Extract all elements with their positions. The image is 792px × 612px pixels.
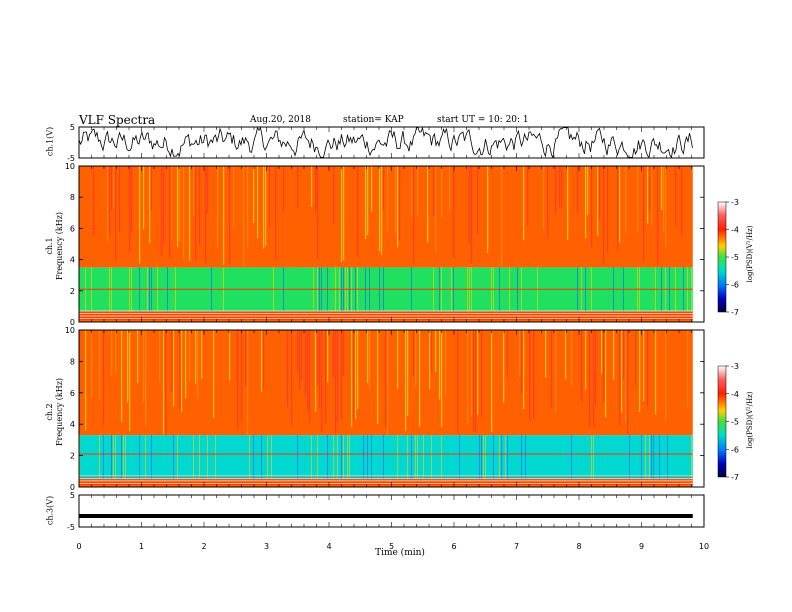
colorbar-1 [717, 201, 727, 313]
y-tick-label: 6 [70, 224, 75, 233]
colorbar-tick-label: -4 [731, 226, 739, 235]
x-tick-label: 2 [201, 542, 206, 551]
x-axis-label: Time (min) [375, 548, 425, 558]
start-time-label: start UT = 10: 20: 1 [437, 115, 529, 125]
colorbar-tick-label: -4 [731, 390, 739, 399]
panel-3: -3 -4 -5 -6 -7 0 2 4 6 8 10 [65, 326, 739, 492]
y-tick-label: 6 [70, 389, 75, 398]
y-tick-label: 0 [70, 318, 75, 327]
spectrogram-streaks [79, 330, 692, 480]
y-tick-label: 2 [70, 287, 75, 296]
y-tick-label: 4 [70, 420, 75, 429]
spectrogram-band [79, 435, 693, 480]
colorbar-tick-label: -5 [731, 253, 739, 262]
figure-title: VLF Spectra [79, 113, 156, 127]
x-tick-label: 0 [76, 542, 81, 551]
x-tick-label: 4 [326, 542, 331, 551]
y-tick-label: 2 [70, 452, 75, 461]
colorbar-tick-label: -5 [731, 418, 739, 427]
ch1-waveform [78, 126, 693, 159]
colorbar-tick-label: -6 [731, 281, 739, 290]
colorbar-tick-label: -3 [731, 362, 739, 371]
panel-4: 5 -5 [67, 491, 705, 532]
y-tick-label: -5 [67, 154, 75, 163]
y-tick-label: 5 [70, 491, 75, 500]
y-tick-label: 8 [70, 193, 75, 202]
y-tick-label: 10 [65, 162, 75, 171]
y-tick-label: 10 [65, 326, 75, 335]
panel-2: -3 -4 -5 -6 -7 0 2 4 6 8 10 [65, 162, 739, 327]
panel2-ylabel: ch.1 Frequency (kHz) [45, 191, 65, 301]
y-tick-label: -5 [67, 523, 75, 532]
panel-1: 5 -5 [67, 123, 705, 163]
colorbar-tick-label: -3 [731, 198, 739, 207]
panel2-ylabel-line1: ch.1 [45, 237, 54, 255]
station-label: station= KAP [343, 115, 404, 125]
panel3-ylabel-line2: Frequency (kHz) [55, 377, 64, 447]
colorbar1-label: log(PSD)(V²/Hz) [746, 225, 754, 283]
colorbar-tick-label: -6 [731, 445, 739, 454]
x-tick-label: 3 [264, 542, 269, 551]
x-tick-label: 7 [514, 542, 519, 551]
panel3-ylabel: ch.2 Frequency (kHz) [45, 357, 65, 467]
spectrogram-band [79, 166, 693, 268]
date-label: Aug.20, 2018 [250, 115, 311, 125]
spectrogram-band [79, 311, 693, 322]
y-tick-label: 4 [70, 256, 75, 265]
panel3-ylabel-line1: ch.2 [45, 403, 54, 421]
panel1-ylabel: ch.1(V) [45, 126, 55, 157]
colorbar-tick-label: -7 [731, 473, 739, 482]
colorbar2-label: log(PSD)(V²/Hz) [746, 391, 754, 449]
x-tick-label: 8 [576, 542, 581, 551]
x-tick-label: 10 [699, 542, 709, 551]
panel2-ylabel-line2: Frequency (kHz) [55, 211, 64, 281]
colorbar-2 [717, 365, 727, 478]
x-tick-label: 6 [451, 542, 456, 551]
x-tick-label: 9 [639, 542, 644, 551]
x-tick-label: 1 [139, 542, 144, 551]
x-tick-label: 5 [389, 542, 394, 551]
panel4-ylabel: ch.3(V) [45, 495, 55, 526]
y-tick-label: 5 [70, 123, 75, 132]
y-tick-label: 0 [70, 483, 75, 492]
y-tick-label: 8 [70, 357, 75, 366]
colorbar-tick-label: -7 [731, 308, 739, 317]
